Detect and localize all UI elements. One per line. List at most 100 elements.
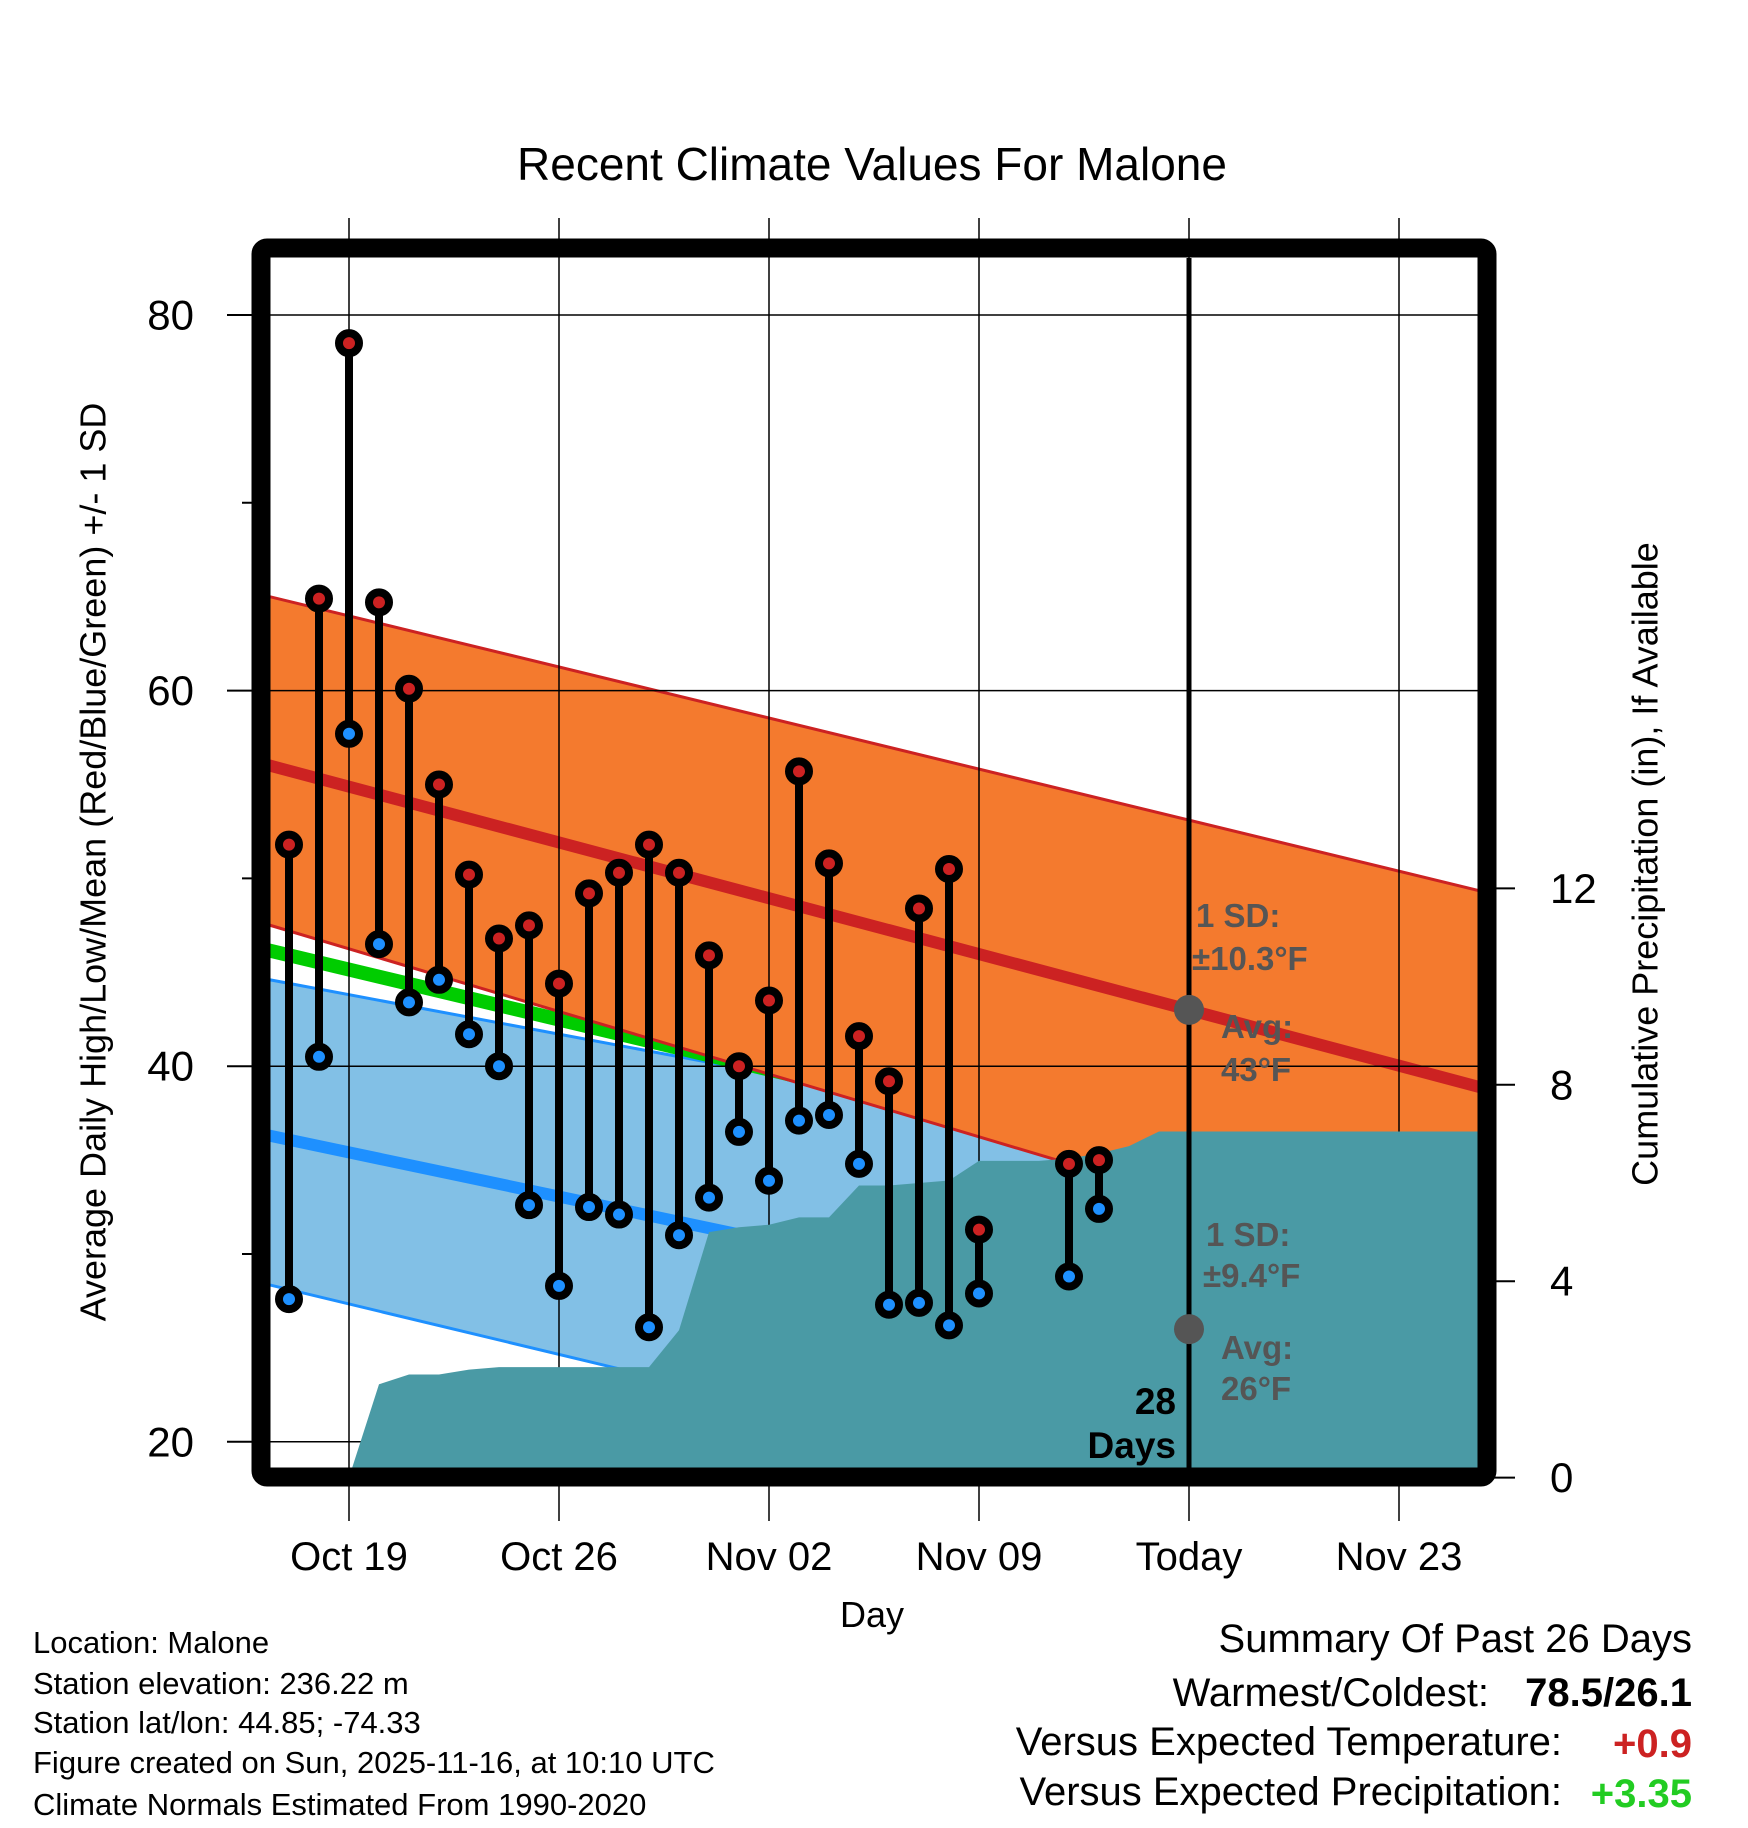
low-temp-marker	[305, 1042, 333, 1071]
footer-created: Figure created on Sun, 2025-11-16, at 10…	[33, 1745, 715, 1780]
y-tick-label: 20	[147, 1418, 194, 1465]
summary-precip-value: +3.35	[1591, 1772, 1692, 1816]
high-temp-marker	[455, 860, 483, 889]
low-temp-marker	[935, 1311, 963, 1340]
low-temp-marker	[485, 1052, 513, 1081]
low-temp-marker	[335, 719, 363, 748]
summary-precip-label: Versus Expected Precipitation:	[1019, 1770, 1562, 1814]
summary-warmest-label: Warmest/Coldest:	[1173, 1671, 1489, 1715]
footer-location: Location: Malone	[33, 1625, 269, 1660]
x-tick-label: Oct 26	[500, 1535, 618, 1579]
high-temp-marker	[965, 1215, 993, 1244]
high-temp-marker	[875, 1067, 903, 1096]
high-temp-marker	[845, 1022, 873, 1051]
low-avg-value: 26°F	[1221, 1370, 1291, 1407]
x-tick-label: Nov 02	[706, 1535, 833, 1579]
days-label: Days	[1088, 1425, 1176, 1466]
low-avg-label: Avg:	[1221, 1329, 1293, 1366]
high-temp-marker	[365, 588, 393, 617]
high-temp-marker	[575, 879, 603, 908]
high-temp-marker	[635, 830, 663, 859]
low-temp-marker	[515, 1191, 543, 1220]
high-sd-label: 1 SD:	[1196, 897, 1280, 934]
x-tick-label: Oct 19	[290, 1535, 408, 1579]
low-temp-marker	[755, 1166, 783, 1195]
low-temp-marker	[545, 1271, 573, 1300]
summary-title: Summary Of Past 26 Days	[1219, 1617, 1692, 1661]
x-tick-label: Nov 09	[916, 1535, 1043, 1579]
low-temp-marker	[725, 1117, 753, 1146]
high-temp-marker	[785, 757, 813, 786]
high-temp-marker	[275, 830, 303, 859]
high-temp-marker	[725, 1052, 753, 1081]
high-temp-marker	[905, 894, 933, 923]
y-tick-label: 80	[147, 292, 194, 339]
summary-temp-value: +0.9	[1613, 1722, 1692, 1766]
low-avg-dot	[1174, 1314, 1204, 1345]
summary-warmest-value: 78.5/26.1	[1525, 1671, 1692, 1715]
high-sd-value: ±10.3°F	[1192, 940, 1308, 977]
low-temp-marker	[905, 1288, 933, 1317]
low-temp-marker	[605, 1200, 633, 1229]
low-temp-marker	[965, 1279, 993, 1308]
high-temp-marker	[335, 329, 363, 358]
high-temp-marker	[425, 770, 453, 799]
high-sd-band	[270, 596, 1478, 1286]
high-temp-marker	[515, 911, 543, 940]
high-temp-marker	[395, 674, 423, 703]
high-temp-marker	[605, 858, 633, 887]
y-tick-label: 60	[147, 667, 194, 714]
high-temp-marker	[1055, 1149, 1083, 1178]
high-temp-marker	[695, 941, 723, 970]
high-temp-marker	[305, 584, 333, 613]
high-avg-dot	[1174, 994, 1204, 1025]
low-temp-marker	[1055, 1262, 1083, 1291]
low-temp-marker	[695, 1183, 723, 1212]
low-sd-label: 1 SD:	[1206, 1216, 1290, 1253]
low-temp-marker	[815, 1101, 843, 1130]
high-temp-marker	[485, 924, 513, 953]
y-axis-label: Average Daily High/Low/Mean (Red/Blue/Gr…	[73, 403, 114, 1322]
summary-temp-label: Versus Expected Temperature:	[1016, 1720, 1562, 1764]
high-sd-upper-edge	[270, 595, 1478, 892]
y2-tick-label: 4	[1550, 1258, 1573, 1305]
low-temp-marker	[785, 1106, 813, 1135]
low-temp-marker	[875, 1290, 903, 1319]
y-tick-label: 40	[147, 1043, 194, 1090]
low-temp-marker	[635, 1313, 663, 1342]
footer-latlon: Station lat/lon: 44.85; -74.33	[33, 1705, 421, 1740]
low-temp-marker	[425, 965, 453, 994]
low-temp-marker	[665, 1221, 693, 1250]
days-count: 28	[1135, 1381, 1176, 1422]
high-temp-marker	[755, 986, 783, 1015]
high-avg-label: Avg:	[1221, 1008, 1293, 1045]
chart-title: Recent Climate Values For Malone	[517, 138, 1227, 190]
observed-marks	[275, 329, 1113, 1342]
high-temp-marker	[815, 849, 843, 878]
y2-axis-label: Cumulative Precipitation (in), If Availa…	[1625, 542, 1666, 1186]
high-avg-value: 43°F	[1221, 1051, 1291, 1088]
low-temp-marker	[845, 1149, 873, 1178]
low-temp-marker	[395, 988, 423, 1017]
footer-elevation: Station elevation: 236.22 m	[33, 1666, 409, 1701]
normal-high-line	[270, 759, 1478, 1093]
low-temp-marker	[275, 1285, 303, 1314]
plot-frame	[251, 238, 1497, 1487]
y2-tick-label: 12	[1550, 865, 1597, 912]
low-temp-marker	[455, 1020, 483, 1049]
low-temp-marker	[575, 1193, 603, 1222]
low-temp-marker	[1085, 1194, 1113, 1223]
high-temp-marker	[545, 969, 573, 998]
high-temp-marker	[1085, 1146, 1113, 1175]
y2-tick-label: 8	[1550, 1061, 1573, 1108]
y2-tick-label: 0	[1550, 1454, 1573, 1501]
low-sd-value: ±9.4°F	[1203, 1257, 1300, 1294]
high-temp-marker	[935, 855, 963, 884]
x-axis-label: Day	[840, 1594, 904, 1635]
footer-normals: Climate Normals Estimated From 1990-2020	[33, 1787, 646, 1822]
x-tick-label: Today	[1136, 1535, 1243, 1579]
high-temp-marker	[665, 858, 693, 887]
low-temp-marker	[365, 930, 393, 959]
